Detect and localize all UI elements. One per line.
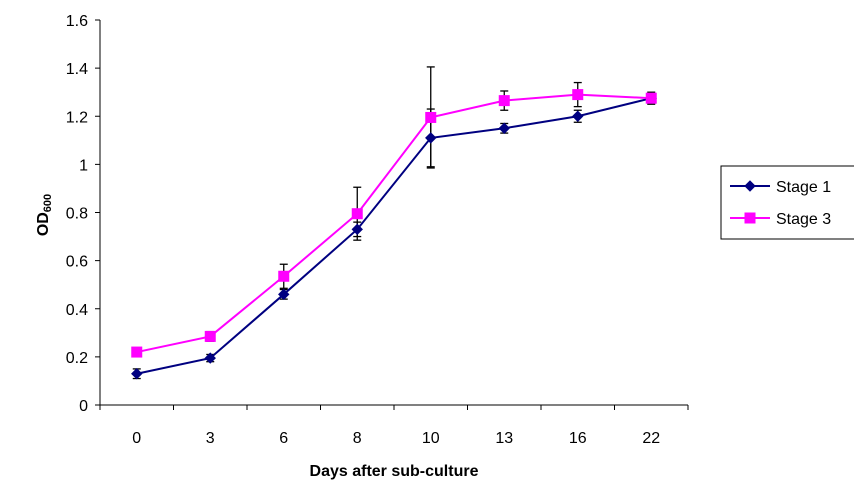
y-tick-label: 0.2 xyxy=(66,350,88,367)
series-markers xyxy=(131,89,657,380)
data-point-marker xyxy=(425,132,437,144)
y-tick-label: 0.8 xyxy=(66,206,88,223)
legend-label: Stage 3 xyxy=(776,211,831,228)
legend-item: Stage 1 xyxy=(730,179,831,196)
data-point-marker xyxy=(645,92,657,104)
data-point-marker xyxy=(278,288,290,301)
y-tick-label: 0.4 xyxy=(66,302,88,319)
chart-axes xyxy=(95,19,689,410)
x-tick-label: 6 xyxy=(279,430,288,447)
x-tick-label: 10 xyxy=(422,430,440,447)
y-tick-label: 0 xyxy=(79,398,88,415)
legend-marker xyxy=(744,212,756,224)
y-axis-title-main: OD xyxy=(35,212,52,236)
data-point-marker xyxy=(572,110,584,122)
data-point-marker xyxy=(351,208,363,220)
y-axis-title: OD600 xyxy=(35,194,54,236)
legend-label: Stage 1 xyxy=(776,179,831,196)
data-point-marker xyxy=(572,89,584,101)
y-tick-label: 1.4 xyxy=(66,61,88,78)
y-tick-labels: 0 0.2 0.4 0.6 0.8 1 1.2 1.4 1.6 xyxy=(66,13,88,415)
y-tick-label: 1.6 xyxy=(66,13,88,30)
data-point-marker xyxy=(204,352,216,364)
x-tick-labels: 0 3 6 8 10 13 16 22 xyxy=(132,430,660,447)
x-tick-label: 0 xyxy=(132,430,141,447)
data-point-marker xyxy=(425,111,437,123)
y-tick-label: 1 xyxy=(79,157,88,174)
x-axis-title: Days after sub-culture xyxy=(310,463,479,480)
legend-item: Stage 3 xyxy=(730,211,831,228)
series-lines xyxy=(136,93,652,375)
legend-box xyxy=(720,165,854,240)
y-axis-title-subscript: 600 xyxy=(42,194,54,212)
series-line-2 xyxy=(136,93,652,354)
x-tick-label: 16 xyxy=(569,430,587,447)
data-point-marker xyxy=(131,368,143,380)
legend: Stage 1 Stage 3 xyxy=(720,165,854,240)
y-tick-label: 1.2 xyxy=(66,109,88,126)
series-line-1 xyxy=(136,97,652,375)
x-tick-label: 13 xyxy=(495,430,513,447)
data-point-marker xyxy=(131,346,143,358)
x-tick-label: 3 xyxy=(206,430,215,447)
data-point-marker xyxy=(351,223,363,236)
data-point-marker xyxy=(278,270,290,282)
data-point-marker xyxy=(498,122,510,134)
legend-marker xyxy=(744,180,756,192)
y-tick-label: 0.6 xyxy=(66,254,88,271)
x-tick-label: 8 xyxy=(353,430,362,447)
x-tick-label: 22 xyxy=(642,430,660,447)
data-point-marker xyxy=(204,330,216,342)
data-point-marker xyxy=(498,95,510,107)
